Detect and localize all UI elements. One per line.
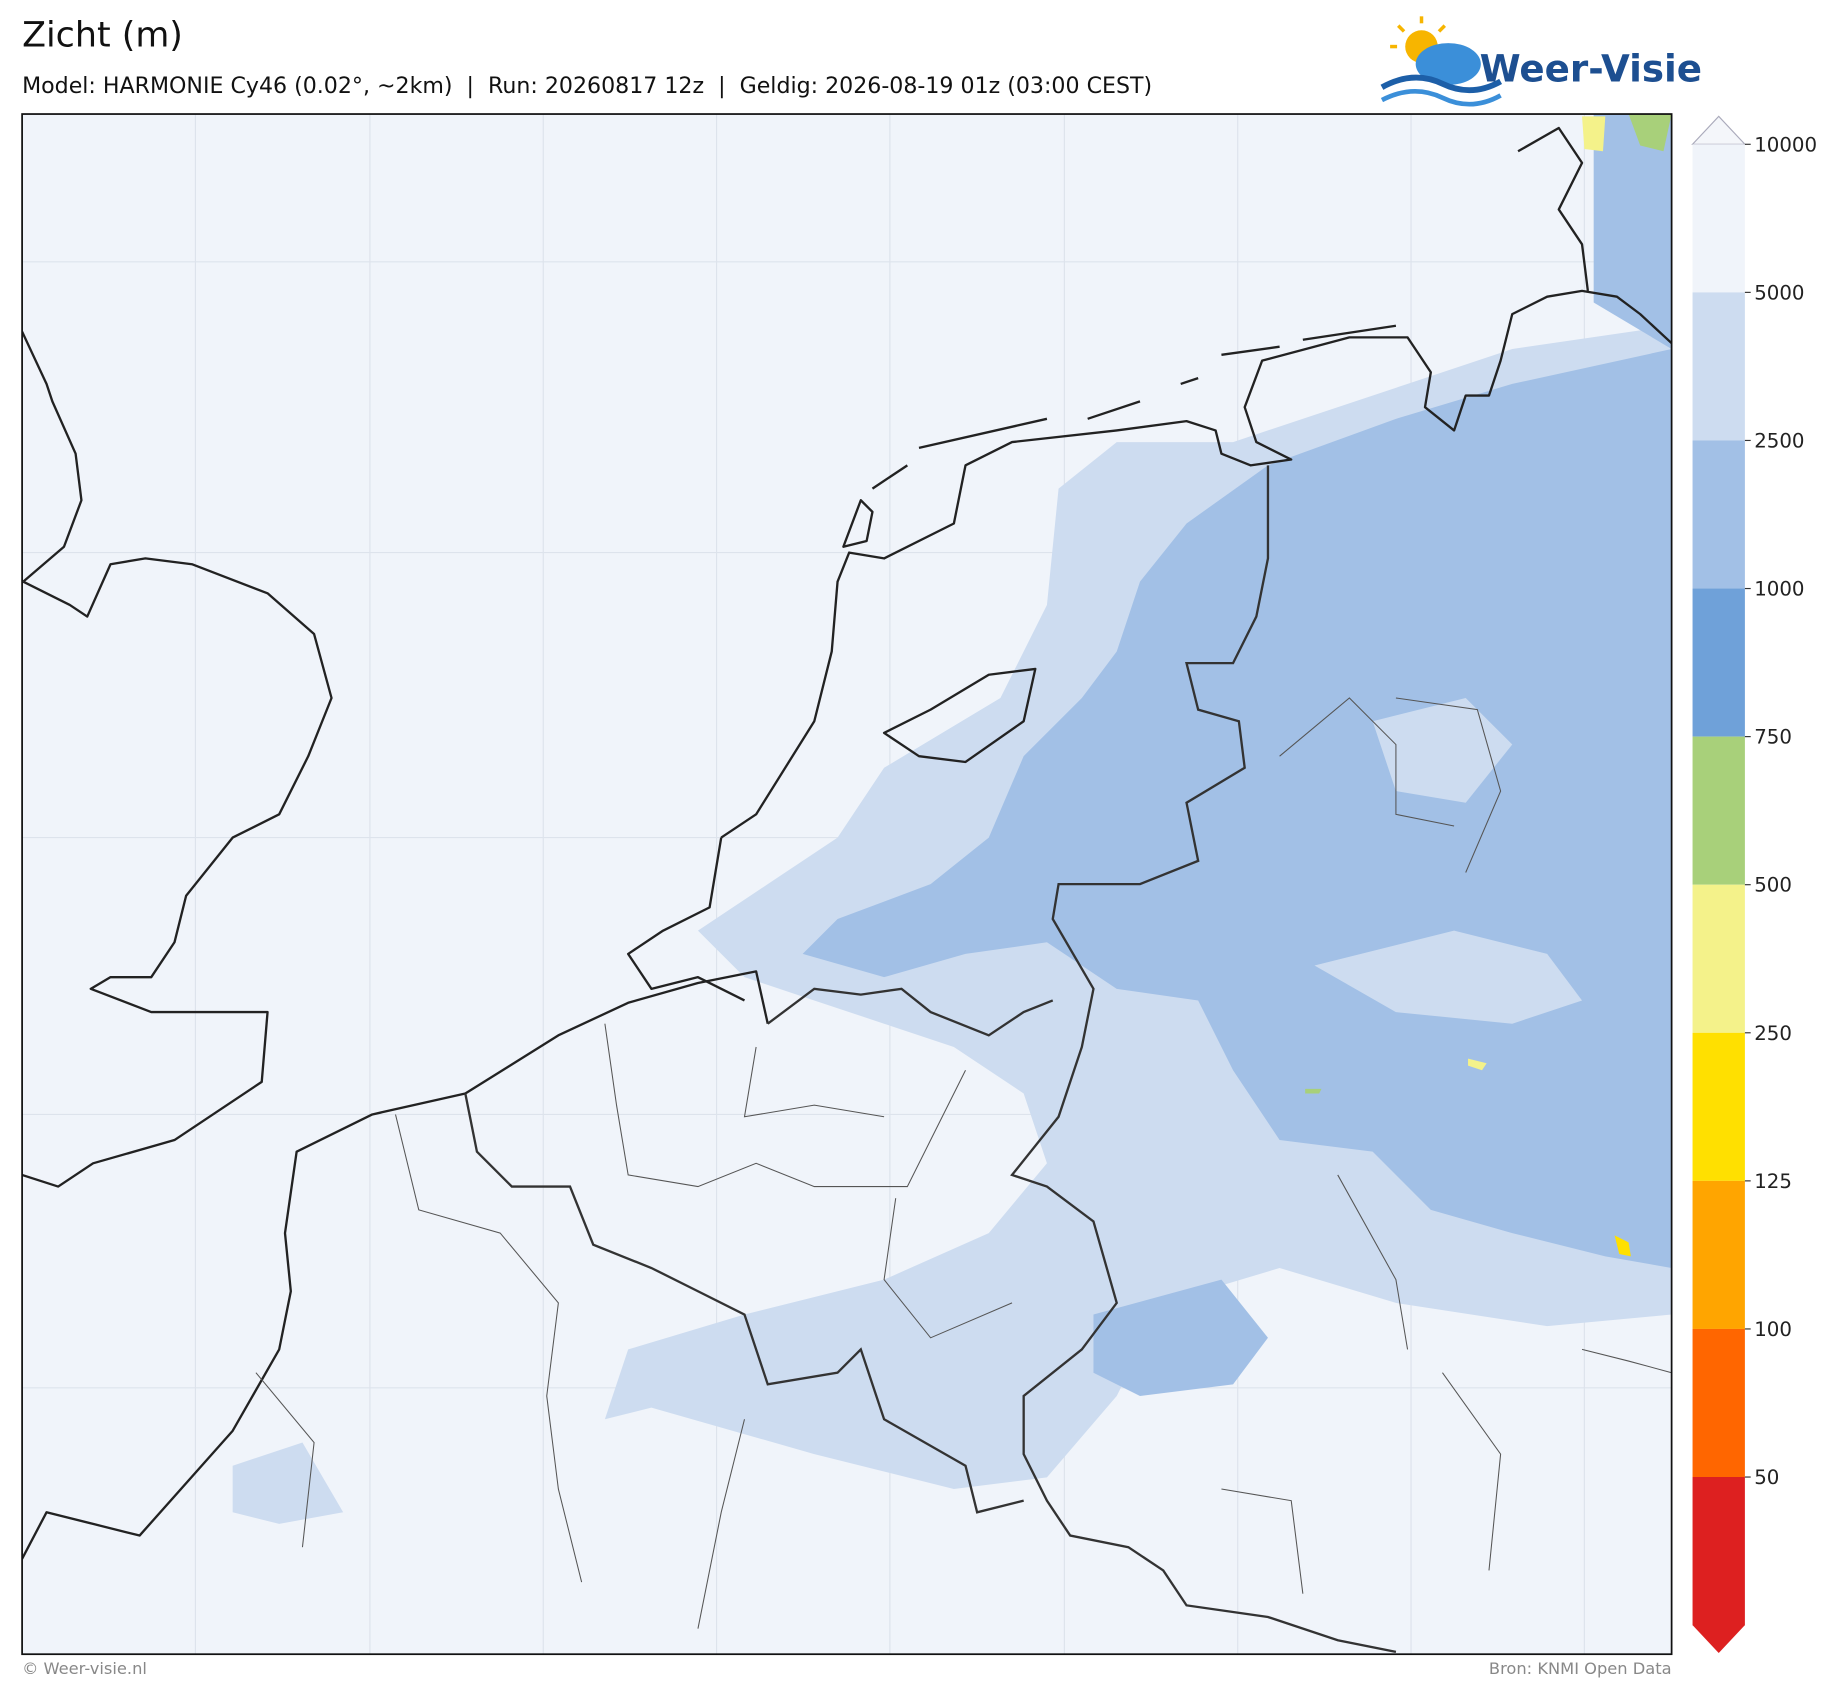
colorbar-band bbox=[1692, 1180, 1745, 1329]
colorbar: 10000 5000 2500 1000 750 500 250 125 100 50 bbox=[1691, 115, 1817, 1654]
colorbar-label: 125 bbox=[1754, 1170, 1792, 1193]
colorbar-band bbox=[1692, 736, 1745, 885]
colorbar-label: 2500 bbox=[1754, 429, 1804, 452]
colorbar-band bbox=[1692, 440, 1745, 589]
footer-left: © Weer-visie.nl bbox=[22, 1659, 147, 1678]
colorbar-band bbox=[1692, 292, 1745, 441]
colorbar-band bbox=[1692, 884, 1745, 1033]
map-frame bbox=[21, 113, 1673, 1656]
logo: Weer-Visie bbox=[1380, 16, 1702, 107]
colorbar-label: 100 bbox=[1754, 1318, 1792, 1341]
colorbar-band bbox=[1692, 1032, 1745, 1181]
colorbar-label: 50 bbox=[1754, 1466, 1779, 1489]
footer-right: Bron: KNMI Open Data bbox=[1489, 1659, 1672, 1678]
colorbar-label: 5000 bbox=[1754, 281, 1804, 304]
visibility-field bbox=[232, 114, 1672, 1524]
logo-text: Weer-Visie bbox=[1480, 46, 1702, 90]
subtitle: Model: HARMONIE Cy46 (0.02°, ~2km) | Run… bbox=[22, 73, 1152, 99]
title: Zicht (m) bbox=[22, 16, 183, 56]
colorbar-label: 500 bbox=[1754, 874, 1792, 897]
colorbar-band bbox=[1692, 144, 1745, 293]
colorbar-band bbox=[1692, 1328, 1745, 1478]
colorbar-label: 10000 bbox=[1754, 133, 1817, 156]
colorbar-label: 750 bbox=[1754, 726, 1792, 749]
colorbar-label: 250 bbox=[1754, 1022, 1792, 1045]
colorbar-label: 1000 bbox=[1754, 578, 1804, 601]
colorbar-under bbox=[1692, 1477, 1745, 1654]
map bbox=[22, 114, 1672, 1655]
colorbar-band bbox=[1692, 588, 1745, 737]
